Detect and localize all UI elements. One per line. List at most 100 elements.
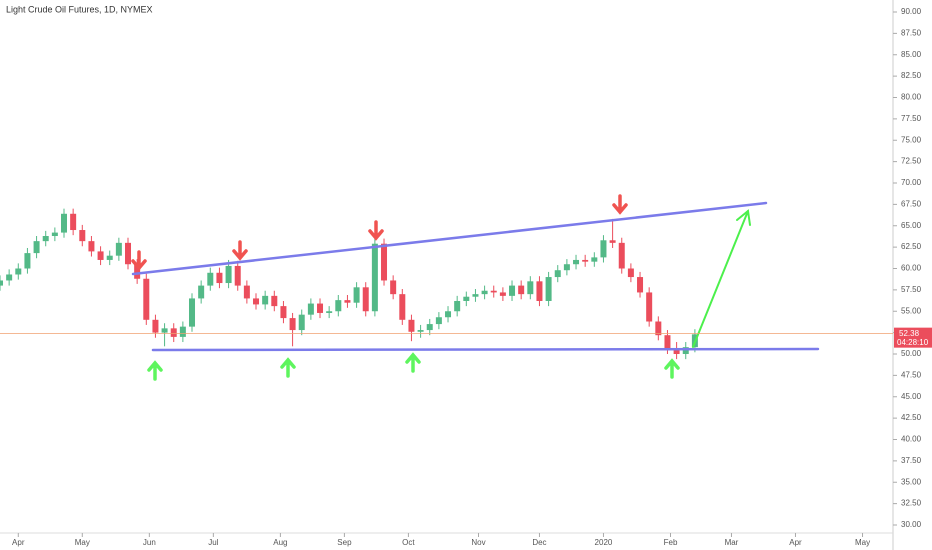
x-tick-label: Apr — [789, 538, 802, 547]
candle — [253, 293, 260, 310]
candle — [627, 263, 634, 283]
candle-body — [445, 311, 452, 318]
y-tick-label: 67.50 — [901, 199, 922, 208]
candle — [353, 282, 360, 308]
candle — [481, 285, 488, 300]
y-tick-label: 37.50 — [901, 456, 922, 465]
candle — [125, 237, 132, 270]
candle — [179, 321, 186, 343]
candle-body — [234, 265, 241, 286]
y-tick-label: 75.00 — [901, 135, 922, 144]
x-tick-label: Jul — [208, 538, 218, 547]
candle-body — [280, 306, 287, 319]
candle-body — [627, 268, 634, 278]
candle-body — [390, 280, 397, 295]
candle-body — [426, 324, 433, 331]
candle-body — [88, 241, 95, 252]
candle-body — [399, 294, 406, 320]
candle — [435, 312, 442, 330]
candle — [682, 342, 689, 360]
x-tick-label: Apr — [12, 538, 25, 547]
candle-body — [499, 292, 506, 296]
candle — [234, 260, 241, 291]
candle — [170, 323, 177, 343]
y-tick-label: 40.00 — [901, 435, 922, 444]
candle-body — [134, 264, 141, 279]
candle-body — [70, 213, 77, 231]
candle-body — [591, 257, 598, 262]
x-tick-label: Jun — [143, 538, 156, 547]
candle — [499, 287, 506, 301]
candle-body — [582, 259, 589, 262]
candle-body — [371, 243, 378, 312]
y-tick-label: 47.50 — [901, 370, 922, 379]
candle — [42, 230, 49, 247]
candle — [61, 208, 68, 238]
candle-body — [563, 264, 570, 271]
candle-body — [481, 290, 488, 295]
candle — [591, 252, 598, 267]
candle — [262, 290, 269, 310]
candle-body — [463, 296, 470, 301]
candle — [143, 273, 150, 325]
candle-body — [24, 253, 31, 269]
candle-body — [216, 272, 223, 284]
candle-body — [664, 335, 671, 349]
candle-body — [152, 319, 159, 333]
candle-body — [408, 319, 415, 332]
candle — [545, 271, 552, 307]
y-tick-label: 72.50 — [901, 157, 922, 166]
x-tick-label: Dec — [532, 538, 546, 547]
candle-body — [554, 270, 561, 278]
candle-body — [189, 298, 196, 327]
candle — [335, 295, 342, 317]
candle — [15, 263, 22, 280]
candle — [646, 287, 653, 327]
candle-body — [207, 272, 214, 286]
candle — [0, 275, 3, 291]
candle-body — [79, 230, 86, 242]
candle — [307, 298, 314, 320]
candle-body — [344, 300, 351, 303]
candle — [225, 259, 232, 289]
candle — [609, 218, 616, 248]
candle — [289, 312, 296, 347]
x-tick-label: Nov — [471, 538, 485, 547]
last-price-box — [894, 327, 932, 348]
candle — [189, 293, 196, 332]
candle-body — [161, 328, 168, 333]
candle-body — [335, 300, 342, 312]
candle-body — [646, 292, 653, 322]
y-tick-label: 32.50 — [901, 499, 922, 508]
candle-body — [536, 281, 543, 301]
candle-body — [618, 242, 625, 269]
candle — [454, 295, 461, 317]
candle-body — [637, 277, 644, 293]
y-tick-label: 80.00 — [901, 93, 922, 102]
candle — [573, 254, 580, 270]
candle — [243, 280, 250, 304]
candle — [582, 254, 589, 267]
candle — [426, 318, 433, 336]
candle — [408, 314, 415, 342]
candle — [563, 259, 570, 276]
candle-body — [490, 290, 497, 293]
countdown-label: 04:28:10 — [897, 338, 929, 347]
candle-body — [518, 285, 525, 295]
x-tick-label: Mar — [725, 538, 739, 547]
candle — [618, 237, 625, 274]
candle-body — [527, 281, 534, 295]
candle-body — [61, 213, 68, 233]
candle — [97, 246, 104, 266]
candle-body — [472, 294, 479, 297]
candle-body — [289, 318, 296, 331]
y-tick-label: 85.00 — [901, 50, 922, 59]
candle-body — [609, 240, 616, 243]
candle — [216, 267, 223, 289]
last-price-label: 52.38 — [899, 329, 920, 338]
candle-body — [600, 240, 607, 258]
candle — [326, 306, 333, 319]
candle-body — [106, 255, 113, 260]
y-tick-label: 45.00 — [901, 392, 922, 401]
